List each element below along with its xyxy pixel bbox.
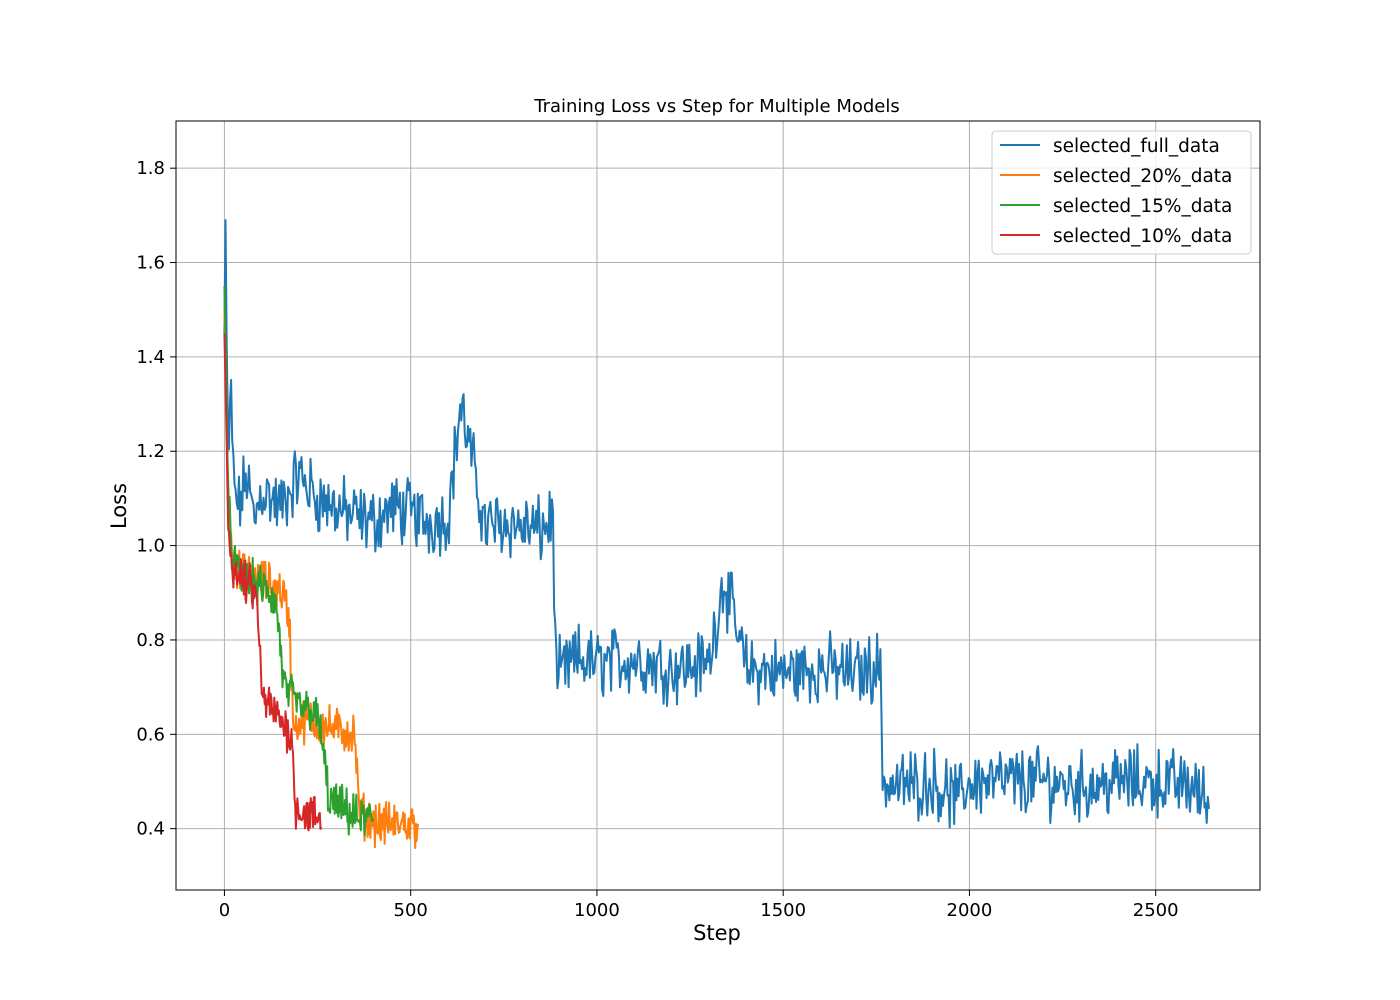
series-line-1 xyxy=(223,219,1210,829)
legend-label: selected_10%_data xyxy=(1053,226,1232,247)
x-tick-label: 2000 xyxy=(947,900,993,921)
legend-label: selected_full_data xyxy=(1053,136,1220,157)
chart-title: Training Loss vs Step for Multiple Model… xyxy=(533,96,900,117)
series-line-3 xyxy=(223,286,375,837)
plot-lines xyxy=(223,219,1210,849)
y-tick-label: 0.8 xyxy=(136,630,165,651)
plot-frame xyxy=(175,120,1261,891)
legend: selected_full_data selected_20%_dataselec… xyxy=(991,130,1252,255)
legend-box xyxy=(991,130,1252,255)
x-axis-ticks: 0 500 1000 1500 2000 2500 xyxy=(219,890,1179,921)
legend-label: selected_20%_data xyxy=(1053,166,1232,187)
x-tick-label: 1500 xyxy=(760,900,806,921)
x-tick-label: 1000 xyxy=(574,900,620,921)
legend-label: selected_15%_data xyxy=(1053,196,1232,217)
y-axis-title: Loss xyxy=(107,483,131,529)
y-tick-label: 1.0 xyxy=(136,536,165,557)
y-tick-label: 0.4 xyxy=(136,819,165,840)
x-tick-label: 2500 xyxy=(1133,900,1179,921)
y-tick-label: 1.4 xyxy=(136,347,165,368)
series-line-4 xyxy=(223,333,323,832)
y-tick-label: 1.8 xyxy=(136,158,165,179)
x-tick-label: 500 xyxy=(394,900,428,921)
y-tick-label: 1.2 xyxy=(136,441,165,462)
y-axis-ticks: 0.4 0.6 0.8 1.0 1.2 1.4 1.6 1.8 xyxy=(136,158,176,840)
x-axis-title: Step xyxy=(693,921,741,945)
x-tick-label: 0 xyxy=(219,900,230,921)
grid xyxy=(176,121,1260,890)
y-tick-label: 0.6 xyxy=(136,724,165,745)
y-tick-label: 1.6 xyxy=(136,253,165,274)
